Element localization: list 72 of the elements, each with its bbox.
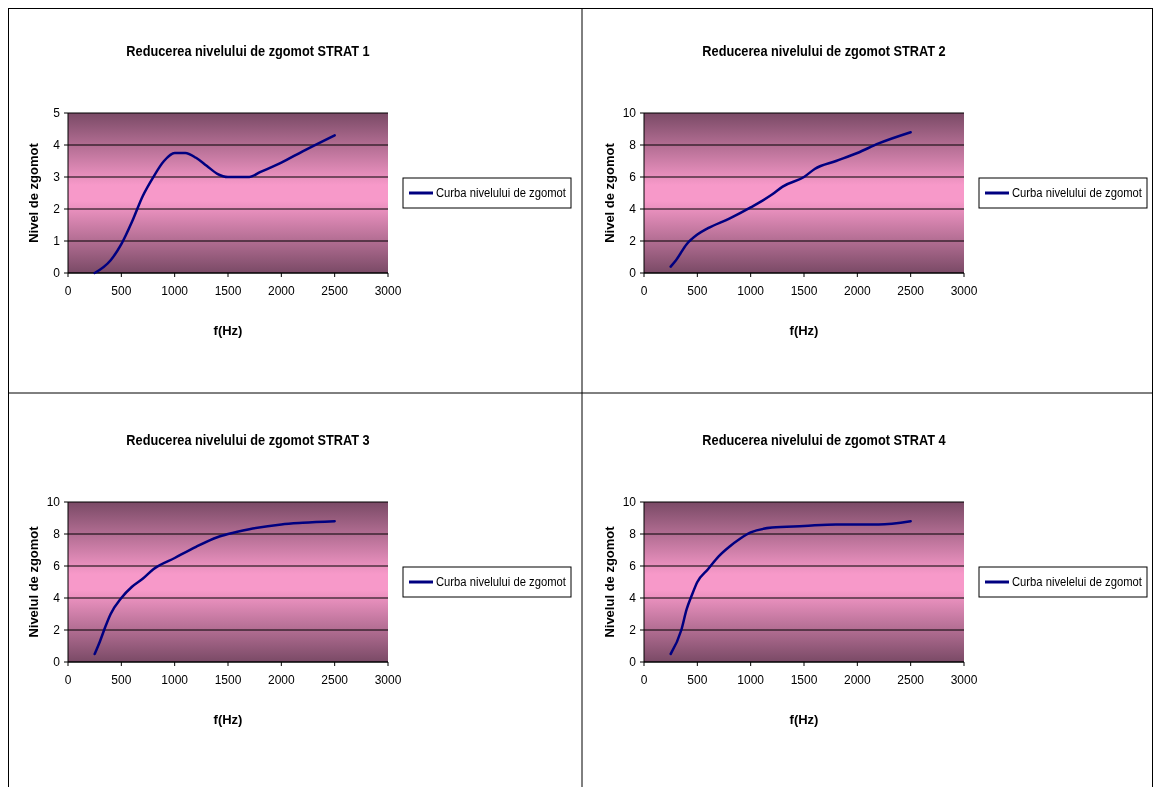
y-tick-label: 6 <box>629 559 637 573</box>
x-tick-label: 1500 <box>790 284 818 298</box>
line-series <box>93 519 336 656</box>
y-tick-label: 0 <box>53 266 61 280</box>
y-tick-label: 0 <box>53 655 61 669</box>
x-tick-label: 1000 <box>737 284 765 298</box>
x-tick-label: 2000 <box>267 673 295 687</box>
y-tick-label: 2 <box>53 202 61 216</box>
x-tick-label: 500 <box>111 673 132 687</box>
x-tick-label: 1000 <box>737 673 765 687</box>
y-tick-label: 10 <box>622 495 637 509</box>
x-tick-label: 0 <box>640 284 648 298</box>
x-tick-label: 1000 <box>161 284 189 298</box>
x-tick-label: 2500 <box>897 284 925 298</box>
x-tick-label: 2000 <box>843 284 871 298</box>
x-axis-title: f(Hz) <box>213 323 243 338</box>
chart-title: Reducerea nivelului de zgomot STRAT 4 <box>702 430 946 449</box>
y-tick-label: 3 <box>53 170 61 184</box>
x-tick-label: 2500 <box>321 284 349 298</box>
y-tick-label: 6 <box>53 559 61 573</box>
x-tick-label: 500 <box>111 284 132 298</box>
x-tick-label: 1500 <box>790 673 818 687</box>
x-axis-title: f(Hz) <box>213 712 243 727</box>
x-tick-label: 2000 <box>843 673 871 687</box>
y-tick-label: 4 <box>629 591 637 605</box>
x-tick-label: 1000 <box>161 673 189 687</box>
chart-title: Reducerea nivelului de zgomot STRAT 1 <box>126 41 370 60</box>
y-tick-label: 2 <box>629 234 637 248</box>
x-tick-label: 500 <box>687 284 708 298</box>
y-tick-label: 4 <box>53 138 61 152</box>
x-tick-label: 2500 <box>321 673 349 687</box>
x-tick-label: 0 <box>64 284 72 298</box>
x-tick-label: 3000 <box>374 673 402 687</box>
x-axis-title: f(Hz) <box>789 323 819 338</box>
y-tick-label: 8 <box>629 138 637 152</box>
y-tick-label: 6 <box>629 170 637 184</box>
y-tick-label: 0 <box>629 266 637 280</box>
x-axis-title: f(Hz) <box>789 712 819 727</box>
legend-label: Curba nivelului de zgomot <box>1012 186 1151 200</box>
x-tick-label: 2500 <box>897 673 925 687</box>
x-tick-label: 1500 <box>214 673 242 687</box>
y-axis-title: Nivelul de zgomot <box>26 525 41 638</box>
y-tick-label: 10 <box>46 495 61 509</box>
x-tick-label: 0 <box>640 673 648 687</box>
line-series <box>669 130 912 268</box>
line-series <box>669 519 912 656</box>
y-tick-label: 5 <box>53 106 61 120</box>
y-tick-label: 4 <box>629 202 637 216</box>
y-axis-title: Nivel de zgomot <box>26 142 41 243</box>
x-tick-label: 500 <box>687 673 708 687</box>
x-tick-label: 0 <box>64 673 72 687</box>
legend-label: Curba nivelului de zgomot <box>436 575 575 589</box>
legend-label: Curba nivelelui de zgomot <box>1012 575 1151 589</box>
y-tick-label: 10 <box>622 106 637 120</box>
line-series <box>93 134 336 275</box>
x-tick-label: 1500 <box>214 284 242 298</box>
y-tick-label: 8 <box>629 527 637 541</box>
y-tick-label: 2 <box>53 623 61 637</box>
x-tick-label: 3000 <box>950 673 978 687</box>
x-tick-label: 3000 <box>950 284 978 298</box>
y-tick-label: 8 <box>53 527 61 541</box>
chart-title: Reducerea nivelului de zgomot STRAT 3 <box>126 430 370 449</box>
y-tick-label: 1 <box>53 234 61 248</box>
y-axis-title: Nivelul de zgomot <box>602 525 617 638</box>
y-axis-title: Nivel de zgomot <box>602 142 617 243</box>
x-tick-label: 2000 <box>267 284 295 298</box>
x-tick-label: 3000 <box>374 284 402 298</box>
legend-label: Curba nivelului de zgomot <box>436 186 575 200</box>
y-tick-label: 2 <box>629 623 637 637</box>
chart-title: Reducerea nivelului de zgomot STRAT 2 <box>702 41 946 60</box>
y-tick-label: 0 <box>629 655 637 669</box>
y-tick-label: 4 <box>53 591 61 605</box>
